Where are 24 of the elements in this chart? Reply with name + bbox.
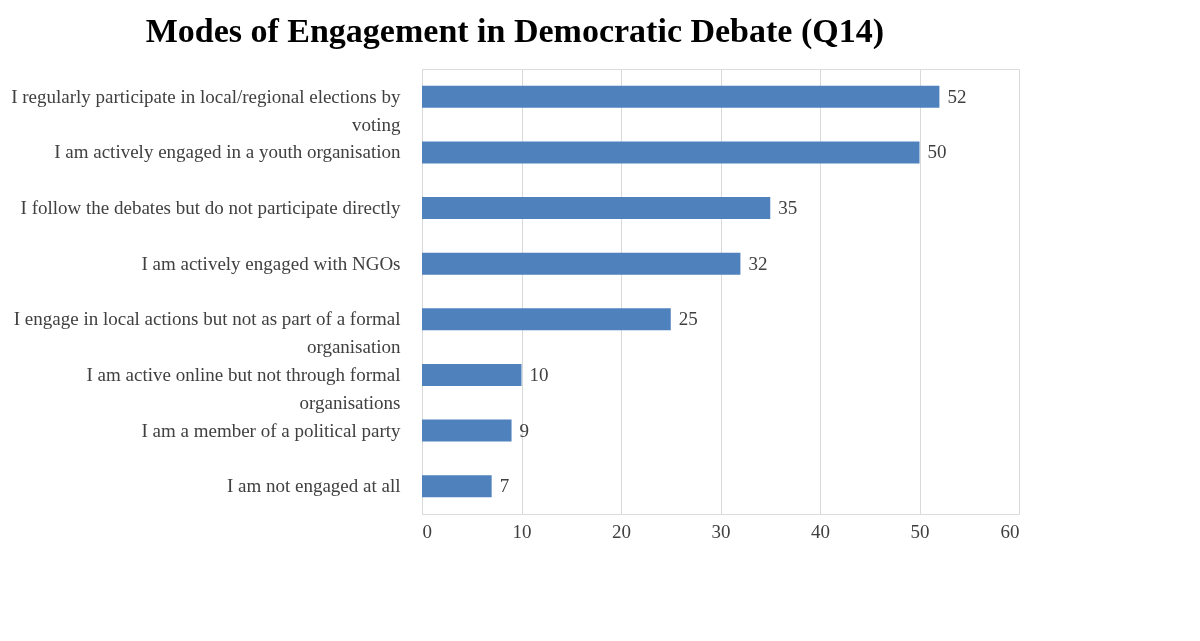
y-tick-label: I am not engaged at all <box>226 475 401 497</box>
data-label: 7 <box>499 475 510 497</box>
x-tick-label: 20 <box>612 520 631 542</box>
x-tick-label: 0 <box>422 520 432 542</box>
chart-title: Modes of Engagement in Democratic Debate (Q14) <box>145 12 885 50</box>
x-tick-label: 30 <box>711 520 731 542</box>
y-tick-label: I am actively engaged in a youth organisation <box>54 141 401 163</box>
data-label: 25 <box>678 308 698 330</box>
x-tick-label: 10 <box>512 520 532 542</box>
y-tick-label: I am a member of a political party <box>141 419 401 441</box>
y-tick-label: I follow the debates but do not participate directly <box>20 197 401 219</box>
data-label: 52 <box>947 85 967 107</box>
data-label: 32 <box>748 252 768 274</box>
data-label: 35 <box>778 197 798 219</box>
x-tick-label: 60 <box>1000 520 1020 542</box>
data-label: 10 <box>529 363 549 385</box>
y-tick-label: I regularly participate in local/regional elections by voting <box>11 85 401 135</box>
data-label: 50 <box>927 141 947 163</box>
y-tick-label: I am actively engaged with NGOs <box>141 252 401 274</box>
data-label: 9 <box>519 419 530 441</box>
x-tick-label: 50 <box>910 520 930 542</box>
y-tick-label: I engage in local actions but not as part of a formal organisation <box>13 308 401 358</box>
x-tick-label: 40 <box>811 520 830 542</box>
y-tick-label: I am active online but not through formal organisations <box>86 363 401 413</box>
